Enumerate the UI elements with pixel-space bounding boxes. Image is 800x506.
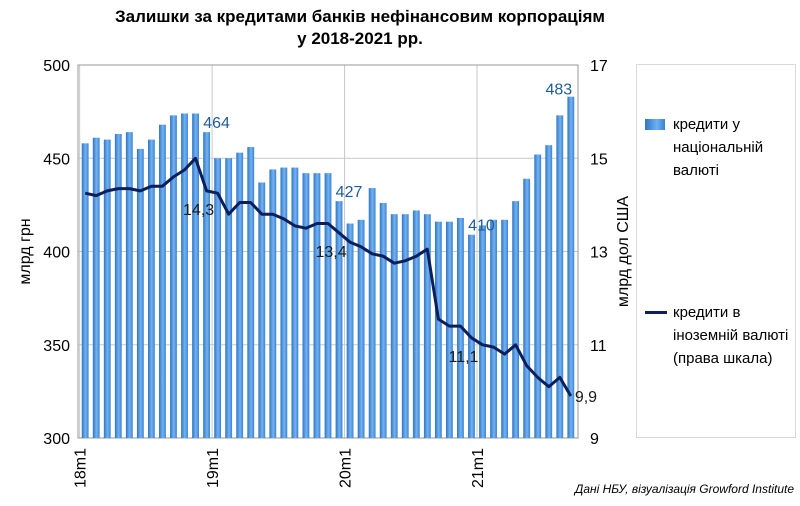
y-right-tick-label: 15: [590, 151, 608, 168]
bar-national-currency: [512, 201, 520, 438]
bar-national-currency: [247, 147, 255, 438]
chart-title-line1: Залишки за кредитами банків нефінансовим…: [115, 7, 605, 26]
data-label: 410: [468, 218, 495, 235]
x-tick-label: 19m1: [205, 448, 222, 488]
bar-national-currency: [280, 167, 288, 438]
y-left-axis-title: млрд грн: [17, 218, 34, 284]
bar-national-currency: [324, 173, 332, 439]
bar-national-currency: [335, 201, 343, 438]
bar-national-currency: [170, 115, 177, 438]
chart-title: Залишки за кредитами банків нефінансовим…: [80, 6, 640, 50]
bar-national-currency: [291, 167, 299, 438]
bar-national-currency: [390, 214, 398, 438]
legend-bar-label: кредити у національній валюті: [673, 116, 764, 179]
bar-national-currency: [125, 132, 133, 438]
bar-national-currency: [412, 210, 420, 438]
bar-national-currency: [269, 169, 277, 438]
bar-national-currency: [490, 219, 497, 438]
bar-national-currency: [534, 154, 542, 438]
bar-national-currency: [346, 223, 354, 438]
y-left-tick-label: 350: [43, 338, 70, 355]
bar-national-currency: [181, 113, 188, 439]
chart-title-line2: у 2018-2021 рр.: [297, 29, 423, 48]
bar-national-currency: [103, 139, 111, 438]
bar-national-currency: [203, 132, 211, 438]
bar-national-currency: [545, 145, 553, 438]
bar-national-currency: [114, 134, 122, 438]
bar-national-currency: [258, 182, 266, 438]
legend-line-swatch: [645, 311, 667, 314]
data-label: 464: [203, 115, 230, 132]
y-left-tick-label: 300: [43, 431, 70, 448]
bar-national-currency: [479, 225, 486, 438]
bar-national-currency: [434, 221, 442, 438]
data-label: 11,1: [449, 349, 479, 366]
bar-national-currency: [379, 203, 387, 438]
source-note: Дані НБУ, візуалізація Growford Institut…: [574, 482, 794, 496]
bar-national-currency: [401, 214, 409, 438]
legend: кредити у національній валюті кредити в …: [636, 64, 796, 438]
data-label: 483: [545, 82, 572, 99]
data-label: 13,4: [315, 244, 346, 261]
bar-national-currency: [567, 96, 575, 438]
bar-national-currency: [368, 188, 376, 438]
bar-national-currency: [192, 113, 199, 439]
line-foreign-currency: [84, 156, 573, 397]
bar-national-currency: [302, 173, 310, 439]
bar-national-currency: [81, 143, 89, 438]
bar-national-currency: [136, 148, 144, 439]
data-label: 427: [336, 184, 363, 201]
bar-national-currency: [357, 219, 365, 438]
bar-national-currency: [445, 221, 453, 438]
y-left-tick-label: 450: [43, 151, 70, 168]
y-right-axis-title: млрд дол США: [615, 196, 632, 308]
bar-national-currency: [214, 158, 222, 438]
x-tick-label: 20m1: [338, 448, 355, 488]
y-right-tick-label: 17: [590, 58, 608, 75]
bar-national-currency: [556, 115, 564, 438]
bar-national-currency: [523, 178, 531, 438]
bar-national-currency: [501, 219, 509, 438]
bar-national-currency: [423, 214, 431, 438]
y-left-tick-label: 400: [43, 245, 70, 262]
bar-national-currency: [92, 137, 100, 439]
bar-national-currency: [225, 158, 233, 438]
data-label: 14,3: [183, 202, 214, 219]
y-right-tick-label: 9: [590, 431, 599, 448]
bar-national-currency: [236, 152, 244, 438]
x-tick-label: 18m1: [73, 448, 90, 488]
y-left-tick-label: 500: [43, 58, 70, 75]
y-right-tick-label: 13: [590, 245, 608, 262]
legend-bar-swatch: [645, 119, 665, 130]
y-right-tick-label: 11: [590, 338, 607, 355]
bar-national-currency: [159, 124, 166, 439]
bar-national-currency: [313, 173, 321, 439]
x-tick-label: 21m1: [470, 448, 487, 488]
legend-line-label: кредити в іноземній валюті (права шкала): [673, 304, 789, 367]
data-label: 9,9: [575, 389, 597, 406]
bar-national-currency: [147, 139, 155, 438]
